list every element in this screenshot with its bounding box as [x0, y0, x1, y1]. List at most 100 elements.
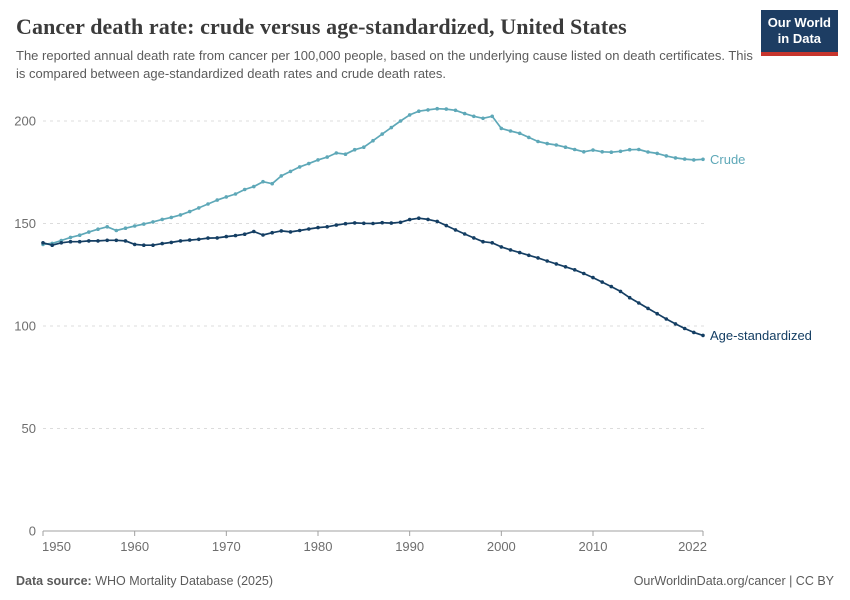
- data-point: [554, 143, 559, 148]
- y-tick-label-150: 150: [14, 216, 36, 231]
- data-point: [508, 129, 513, 134]
- data-point: [352, 148, 357, 152]
- data-point: [600, 280, 604, 285]
- data-point: [279, 229, 284, 233]
- series-line-age-standardized: [42, 217, 704, 337]
- data-point: [187, 238, 192, 243]
- data-point: [664, 154, 669, 158]
- data-point: [252, 229, 256, 234]
- data-point: [362, 145, 366, 150]
- data-point: [417, 109, 421, 114]
- data-point: [527, 135, 531, 140]
- data-point: [499, 126, 504, 131]
- data-point: [334, 223, 339, 228]
- data-point: [307, 227, 311, 232]
- data-point: [68, 240, 73, 244]
- data-point: [160, 217, 164, 222]
- data-point: [169, 215, 174, 220]
- data-point: [453, 108, 458, 113]
- data-point: [114, 238, 119, 243]
- data-point: [197, 237, 201, 242]
- data-point: [609, 285, 614, 289]
- data-point: [178, 239, 183, 243]
- data-point: [508, 248, 513, 252]
- data-point: [288, 230, 293, 234]
- series-label-crude: Crude: [710, 152, 745, 167]
- y-tick-label-100: 100: [14, 319, 36, 334]
- data-point: [536, 256, 540, 260]
- data-point: [316, 226, 320, 230]
- data-point: [517, 131, 522, 136]
- data-point: [178, 213, 183, 217]
- data-point: [398, 119, 403, 124]
- y-tick-label-0: 0: [29, 524, 36, 539]
- data-point: [554, 262, 559, 266]
- data-point: [105, 238, 109, 243]
- data-point: [371, 139, 375, 143]
- data-point: [490, 241, 495, 245]
- data-point: [563, 145, 568, 150]
- data-point: [517, 251, 522, 255]
- data-point: [655, 151, 659, 156]
- data-point: [591, 276, 595, 280]
- data-point: [572, 268, 577, 272]
- data-point: [472, 236, 476, 240]
- y-tick-label-200: 200: [14, 114, 36, 129]
- data-point: [96, 239, 100, 243]
- data-point: [233, 234, 238, 238]
- data-point: [692, 330, 696, 335]
- series-label-age-standardized: Age-standardized: [710, 328, 812, 343]
- data-point: [169, 240, 174, 245]
- data-point: [371, 221, 375, 226]
- data-point: [87, 230, 91, 235]
- data-point: [270, 231, 275, 235]
- data-point: [692, 158, 696, 162]
- data-point: [591, 148, 595, 153]
- data-point: [151, 220, 155, 224]
- data-point: [343, 222, 348, 226]
- data-point: [132, 224, 137, 229]
- data-point: [206, 236, 210, 241]
- data-point: [316, 158, 320, 162]
- chart-area: 0 50 100 150 200 1950 1960 1970 1980 1990 2000 2010…: [0, 89, 850, 564]
- x-tick-label-1960: 1960: [120, 539, 149, 554]
- data-point: [462, 232, 467, 237]
- x-tick-label-1970: 1970: [212, 539, 241, 554]
- data-point: [389, 126, 394, 130]
- data-point: [325, 225, 330, 229]
- data-point: [123, 226, 128, 231]
- data-point: [664, 317, 669, 322]
- data-point: [490, 114, 495, 119]
- data-point: [655, 312, 659, 316]
- data-point: [297, 228, 302, 233]
- data-point: [233, 192, 238, 197]
- data-point: [627, 148, 632, 152]
- data-point: [59, 241, 64, 245]
- data-point: [215, 198, 219, 203]
- data-point: [297, 165, 302, 169]
- x-tick-label-2022: 2022: [678, 539, 707, 554]
- data-point: [362, 221, 366, 226]
- x-tick-label-2000: 2000: [487, 539, 516, 554]
- owid-logo: Our World in Data: [760, 10, 838, 56]
- data-point: [224, 235, 229, 239]
- data-point: [637, 147, 641, 152]
- chart-subtitle: The reported annual death rate from canc…: [16, 48, 753, 82]
- data-point: [352, 221, 357, 225]
- y-tick-label-50: 50: [22, 421, 36, 436]
- data-point: [572, 147, 577, 152]
- data-point: [618, 289, 623, 294]
- data-point: [380, 132, 385, 137]
- data-point: [215, 236, 219, 240]
- data-point: [160, 242, 164, 246]
- data-point: [444, 107, 449, 112]
- credit-note: OurWorldinData.org/cancer | CC BY: [633, 574, 834, 588]
- data-point: [582, 150, 586, 154]
- data-point: [444, 224, 449, 228]
- data-point: [701, 157, 705, 162]
- data-point: [77, 233, 82, 238]
- x-tick-label-1950: 1950: [42, 539, 71, 554]
- data-point: [600, 150, 604, 154]
- chart-title: Cancer death rate: crude versus age-stan…: [16, 14, 627, 39]
- y-axis-labels: 0 50 100 150 200: [14, 114, 36, 539]
